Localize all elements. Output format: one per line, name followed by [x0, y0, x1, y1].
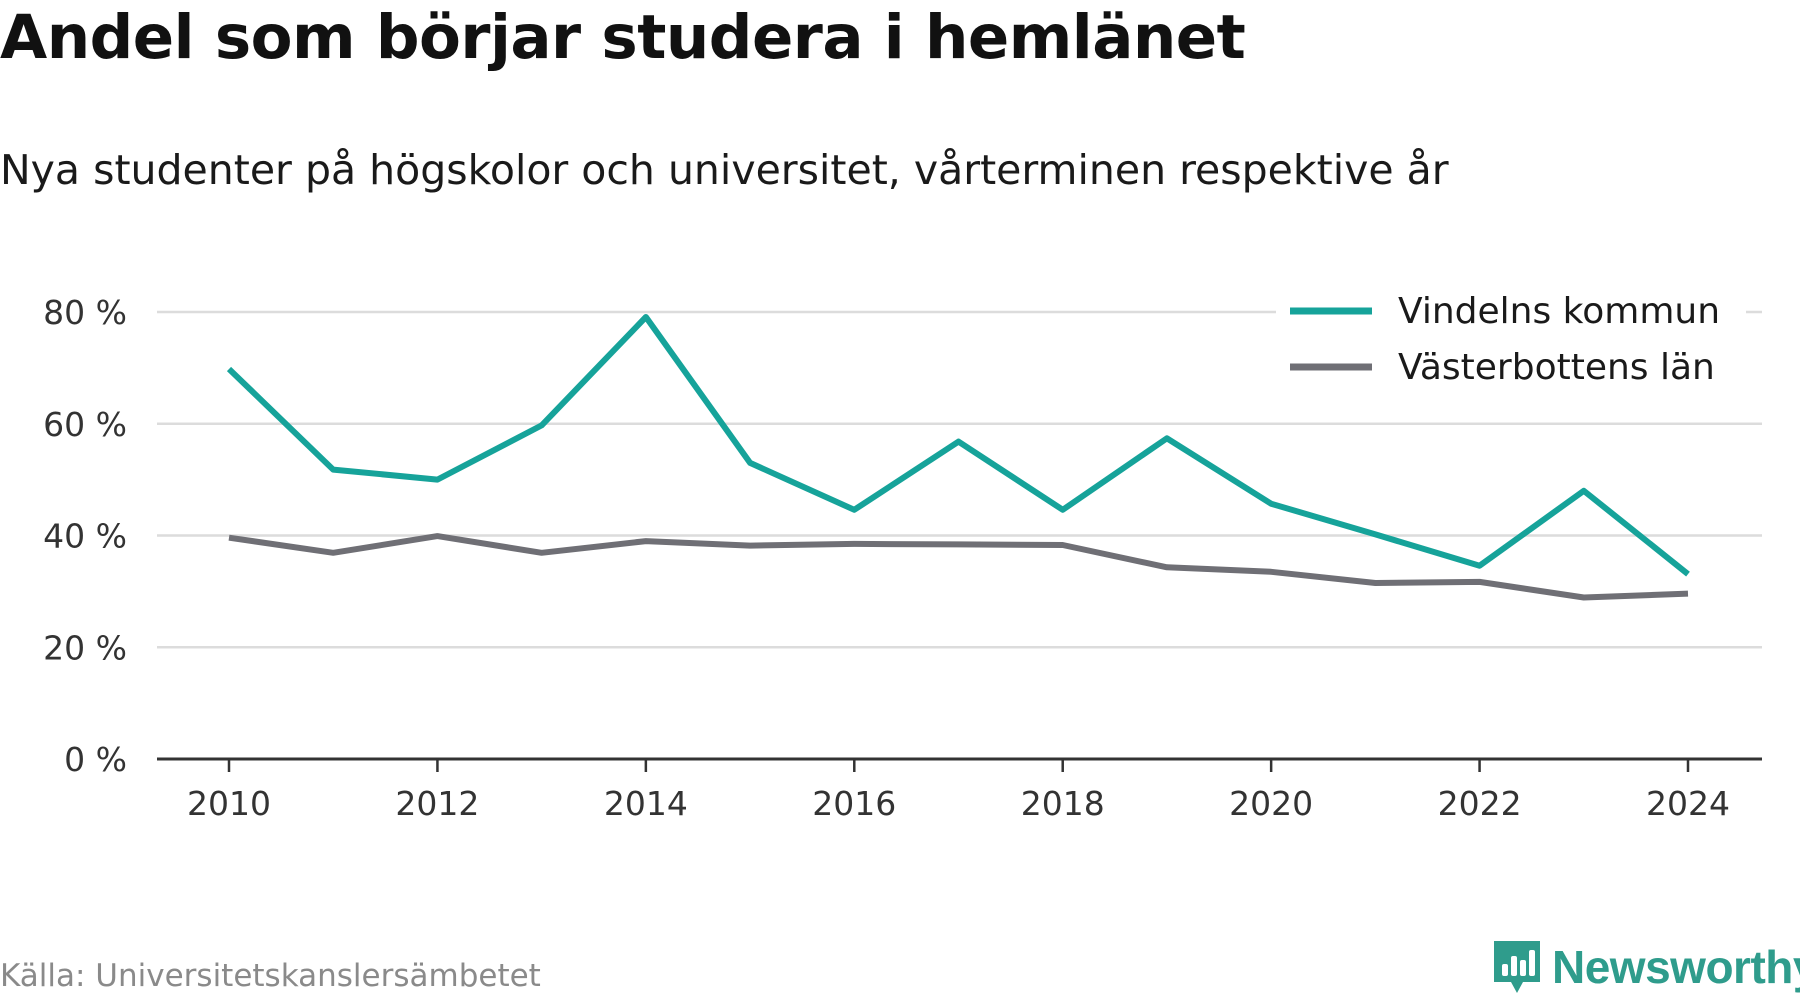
legend: Vindelns kommun Västerbottens län [1276, 275, 1746, 401]
y-tick-label: 60 % [43, 405, 127, 444]
chart-title: Andel som börjar studera i hemlänet [0, 2, 1246, 73]
x-tick-label: 2022 [1438, 784, 1522, 823]
x-tick-label: 2020 [1229, 784, 1313, 823]
series-line-2 [228, 533, 1689, 601]
y-tick-label: 40 % [43, 517, 127, 556]
x-tick-label: 2016 [812, 784, 896, 823]
x-tick-label: 2012 [395, 784, 479, 823]
chart-subtitle: Nya studenter på högskolor och universit… [0, 146, 1449, 194]
y-tick-label: 80 % [43, 293, 127, 332]
x-tick-label: 2010 [187, 784, 271, 823]
legend-background [1276, 275, 1746, 401]
logo-text: Newsworthy [1552, 941, 1800, 993]
series-lines [226, 314, 1690, 601]
legend-label: Vindelns kommun [1398, 291, 1720, 332]
x-tick-label: 2024 [1646, 784, 1730, 823]
series-line-1 [226, 314, 1690, 577]
y-tick-label: 0 % [64, 740, 127, 779]
newsworthy-logo: Newsworthy [1492, 938, 1800, 996]
y-tick-label: 20 % [43, 628, 127, 667]
x-axis: 2010 2012 2014 2016 2018 2020 2022 2024 [157, 757, 1762, 823]
x-tick-label: 2018 [1021, 784, 1105, 823]
newsworthy-logo-icon [1494, 941, 1540, 993]
source-note: Källa: Universitetskanslersämbetet [0, 958, 541, 994]
y-axis-ticks: 0 % 20 % 40 % 60 % 80 % [43, 293, 127, 779]
legend-label: Västerbottens län [1398, 347, 1715, 388]
x-tick-label: 2014 [604, 784, 688, 823]
